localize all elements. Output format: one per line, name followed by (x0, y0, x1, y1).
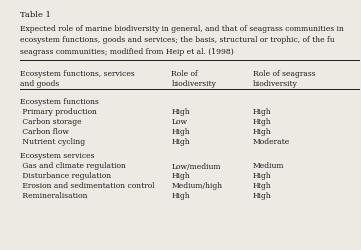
Text: Role of seagrass: Role of seagrass (253, 70, 315, 78)
Text: Expected role of marine biodiversity in general, and that of seagrass communitie: Expected role of marine biodiversity in … (20, 25, 344, 33)
Text: Ecosystem functions, services: Ecosystem functions, services (20, 70, 135, 78)
Text: Low/medium: Low/medium (171, 162, 221, 170)
Text: High: High (171, 138, 190, 146)
Text: Gas and climate regulation: Gas and climate regulation (20, 162, 126, 170)
Text: Ecosystem services: Ecosystem services (20, 152, 94, 160)
Text: Remineralisation: Remineralisation (20, 192, 87, 200)
Text: High: High (253, 182, 271, 190)
Text: biodiversity: biodiversity (253, 80, 297, 88)
Text: High: High (253, 192, 271, 200)
Text: ecosystem functions, goods and services; the basis, structural or trophic, of th: ecosystem functions, goods and services;… (20, 36, 335, 44)
Text: Medium: Medium (253, 162, 284, 170)
Text: Carbon flow: Carbon flow (20, 128, 69, 136)
Text: seagrass communities; modified from Heip et al. (1998): seagrass communities; modified from Heip… (20, 48, 234, 56)
Text: Primary production: Primary production (20, 108, 97, 116)
Text: High: High (171, 128, 190, 136)
Text: High: High (171, 172, 190, 180)
Text: High: High (253, 128, 271, 136)
Text: Disturbance regulation: Disturbance regulation (20, 172, 111, 180)
Text: High: High (171, 108, 190, 116)
Text: Table 1: Table 1 (20, 11, 51, 19)
Text: High: High (253, 118, 271, 126)
Text: Nutrient cycling: Nutrient cycling (20, 138, 85, 146)
Text: High: High (253, 172, 271, 180)
Text: High: High (253, 108, 271, 116)
Text: Low: Low (171, 118, 187, 126)
Text: Role of: Role of (171, 70, 198, 78)
Text: and goods: and goods (20, 80, 59, 88)
Text: Moderate: Moderate (253, 138, 290, 146)
Text: Carbon storage: Carbon storage (20, 118, 82, 126)
Text: Ecosystem functions: Ecosystem functions (20, 98, 99, 106)
Text: High: High (171, 192, 190, 200)
Text: Erosion and sedimentation control: Erosion and sedimentation control (20, 182, 155, 190)
Text: Medium/high: Medium/high (171, 182, 223, 190)
Text: biodiversity: biodiversity (171, 80, 216, 88)
